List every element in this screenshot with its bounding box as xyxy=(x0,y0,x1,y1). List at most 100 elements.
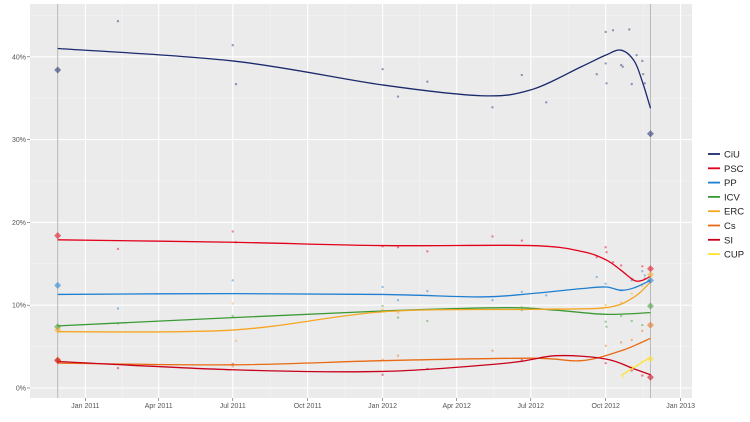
legend-label-pp: PP xyxy=(724,178,737,189)
poll-point-icv xyxy=(604,320,607,323)
x-tick-label: Apr 2011 xyxy=(145,403,173,410)
poll-point-ciu xyxy=(381,68,384,71)
poll-point-ciu xyxy=(604,30,607,34)
x-tick-label: Jan 2012 xyxy=(368,403,397,410)
legend-label-erc: ERC xyxy=(724,207,744,218)
poll-point-psc xyxy=(116,247,120,251)
poll-point-si xyxy=(381,373,384,376)
poll-point-ciu xyxy=(426,80,429,83)
legend-label-si: SI xyxy=(724,235,733,246)
poll-point-cs xyxy=(604,344,607,347)
poll-point-pp xyxy=(595,275,598,279)
result-diamond-icv xyxy=(646,302,654,310)
poll-point-psc xyxy=(231,230,234,233)
trend-line-ciu xyxy=(57,47,652,109)
result-diamond-cup xyxy=(646,355,654,363)
poll-point-pp xyxy=(381,285,384,289)
trend-line-cup xyxy=(620,356,651,377)
poll-point-pp xyxy=(520,290,524,294)
poll-point-si xyxy=(630,369,633,372)
poll-point-ciu xyxy=(611,29,615,32)
poll-point-icv xyxy=(396,316,400,319)
poll-point-si xyxy=(604,361,607,365)
poll-point-ciu xyxy=(641,72,645,76)
poll-point-pp xyxy=(426,289,429,293)
legend: CiU PSC PP ICV ERC Cs SI CUP xyxy=(708,150,744,261)
result-diamond-psc xyxy=(54,232,62,240)
poll-point-cs xyxy=(231,365,234,368)
y-tick-label: 0% xyxy=(16,386,26,393)
poll-points xyxy=(116,19,646,379)
poll-point-cs xyxy=(619,341,623,344)
poll-point-cs xyxy=(641,329,644,333)
poll-point-pp xyxy=(545,294,548,297)
poll-point-ciu xyxy=(643,82,646,85)
poll-point-psc xyxy=(604,246,607,249)
poll-point-si xyxy=(641,374,644,377)
legend-label-icv: ICV xyxy=(724,192,741,203)
poll-point-ciu xyxy=(234,82,238,86)
poll-point-ciu xyxy=(231,44,234,47)
poll-point-psc xyxy=(396,246,400,249)
poll-point-ciu xyxy=(628,28,631,31)
x-tick-label: Oct 2012 xyxy=(591,403,620,410)
y-tick-label: 20% xyxy=(12,220,26,227)
trend-line-pp xyxy=(57,279,651,298)
poll-point-ciu xyxy=(520,73,524,77)
poll-point-pp xyxy=(116,307,120,310)
result-diamond-erc xyxy=(646,271,654,279)
poll-point-erc xyxy=(381,308,384,311)
x-tick-label: Jul 2011 xyxy=(220,403,246,410)
result-diamond-pp xyxy=(54,281,62,289)
election-results xyxy=(54,66,654,381)
poll-point-psc xyxy=(426,250,429,253)
trend-line-erc xyxy=(57,281,651,333)
legend-label-cup: CUP xyxy=(724,250,744,261)
poll-point-ciu xyxy=(604,62,607,65)
y-tick-label: 30% xyxy=(12,137,26,144)
trend-line-icv xyxy=(57,307,651,327)
axes: 0% 10% 20% 30% 40% Jan 2011 Apr 2011 Jul 2011 Oc… xyxy=(12,54,695,410)
poll-point-ciu xyxy=(621,65,624,68)
poll-point-cs xyxy=(630,338,633,342)
poll-point-icv xyxy=(630,319,633,323)
plot-panel xyxy=(30,4,692,398)
gridlines xyxy=(30,4,692,398)
poll-point-psc xyxy=(619,264,623,267)
poll-point-ciu xyxy=(545,101,548,104)
poll-point-psc xyxy=(611,260,615,264)
poll-point-psc xyxy=(605,251,608,254)
result-diamond-pp xyxy=(646,276,654,284)
poll-point-pp xyxy=(643,274,646,277)
x-tick-label: Jan 2011 xyxy=(71,403,99,410)
poll-point-ciu xyxy=(605,82,608,85)
poll-point-psc xyxy=(491,235,494,238)
poll-point-ciu xyxy=(595,72,598,76)
poll-point-cup xyxy=(621,376,624,379)
poll-point-pp xyxy=(396,299,400,302)
result-diamond-cs xyxy=(646,321,654,329)
result-diamond-ciu xyxy=(54,66,62,74)
trend-line-si xyxy=(57,354,651,376)
x-tick-label: Jan 2013 xyxy=(666,403,695,410)
x-tick-label: Oct 2011 xyxy=(294,403,322,410)
poll-point-icv xyxy=(605,325,608,328)
poll-point-ciu xyxy=(635,53,638,57)
poll-point-cs xyxy=(396,354,400,357)
poll-point-ciu xyxy=(491,106,494,109)
poll-point-ciu xyxy=(619,63,623,67)
result-diamond-si xyxy=(54,357,62,365)
poll-point-psc xyxy=(520,239,524,242)
poll-point-ciu xyxy=(116,19,120,23)
poll-point-icv xyxy=(426,319,429,323)
poll-point-icv xyxy=(619,314,623,318)
x-tick-label: Apr 2012 xyxy=(442,403,471,410)
poll-point-erc xyxy=(604,304,607,307)
poll-point-erc xyxy=(396,311,400,314)
result-diamond-erc xyxy=(54,326,62,334)
poll-point-erc xyxy=(231,302,234,305)
legend-label-cs: Cs xyxy=(724,221,736,232)
result-diamond-si xyxy=(646,373,654,381)
result-diamond-ciu xyxy=(646,130,654,138)
